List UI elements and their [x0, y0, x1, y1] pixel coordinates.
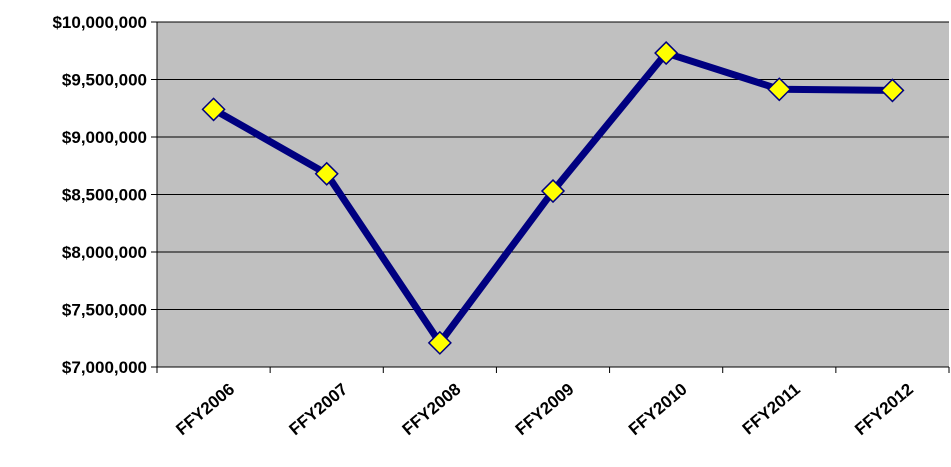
y-tick-label: $9,500,000: [62, 71, 147, 90]
data-point-marker: [880, 78, 905, 103]
y-tick-label: $7,500,000: [62, 301, 147, 320]
y-axis-labels: $10,000,000 $9,500,000 $9,000,000 $8,500,00…: [52, 13, 147, 377]
data-point-marker: [654, 40, 679, 66]
x-axis: [156, 22, 950, 373]
y-tick-label: $7,000,000: [62, 358, 147, 377]
markers-group: [201, 40, 905, 355]
y-tick-label: $8,000,000: [62, 243, 147, 262]
x-tick-label: FFY2009: [512, 380, 578, 440]
x-tick-label: FFY2006: [172, 380, 238, 440]
y-tick-label: $8,500,000: [62, 186, 147, 205]
y-axis-ticks: [151, 21, 157, 368]
data-point-marker: [427, 330, 452, 355]
data-point-marker: [540, 178, 566, 204]
x-tick-label: FFY2008: [399, 380, 465, 440]
data-point-marker: [314, 161, 339, 186]
data-point-marker: [767, 77, 792, 102]
y-tick-label: $10,000,000: [52, 13, 147, 32]
data-point-marker: [201, 97, 226, 122]
x-tick-label: FFY2010: [625, 380, 691, 440]
x-tick-label: FFY2011: [739, 380, 804, 439]
x-tick-label: FFY2012: [851, 380, 917, 440]
x-axis-labels: FFY2006 FFY2007 FFY2008 FFY2009 FFY2010 FFY20…: [172, 380, 917, 440]
x-tick-label: FFY2007: [285, 380, 351, 440]
y-tick-label: $9,000,000: [62, 128, 147, 147]
